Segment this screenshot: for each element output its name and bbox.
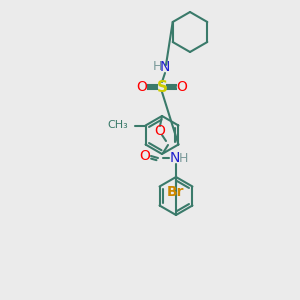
Text: H: H: [178, 152, 188, 164]
Text: N: N: [170, 151, 180, 165]
Text: H: H: [152, 61, 162, 74]
Text: N: N: [160, 60, 170, 74]
Text: O: O: [136, 80, 147, 94]
Text: CH₃: CH₃: [108, 121, 128, 130]
Text: O: O: [177, 80, 188, 94]
Text: O: O: [140, 149, 150, 163]
Text: S: S: [157, 80, 167, 94]
Text: Br: Br: [167, 185, 185, 199]
Text: O: O: [154, 124, 165, 138]
